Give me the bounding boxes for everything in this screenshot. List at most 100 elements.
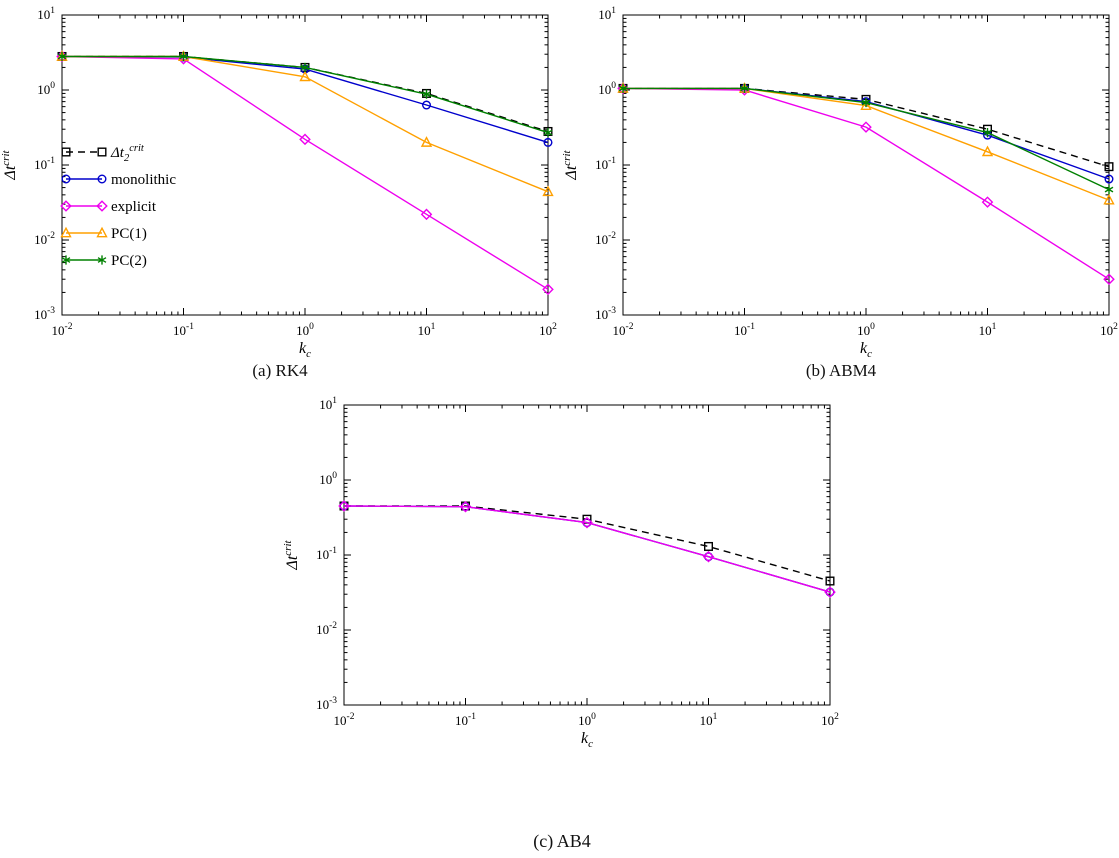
diamond-marker	[299, 133, 311, 146]
svg-text:10-3: 10-3	[34, 306, 55, 322]
circle-marker	[704, 552, 714, 562]
plot-area-ab4: 10-2 10-1 100 101 102 10-3 10-2 10-1 100 101 kc Δtc…	[282, 390, 842, 750]
triangle-marker	[981, 145, 994, 157]
legend-label-pc2: PC(2)	[111, 253, 147, 269]
plot-svg-b: 10-2 10-1 100 101 10210-310-210-1100101kcΔtc…	[561, 6, 1118, 360]
svg-text:102: 102	[821, 712, 839, 728]
svg-text:10-2: 10-2	[613, 322, 634, 338]
caption-abm4: (b) ABM4	[805, 361, 877, 380]
triangle-marker	[1103, 193, 1115, 205]
circle-marker	[825, 587, 835, 597]
svg-text:10-1: 10-1	[455, 712, 476, 728]
triangle-marker	[542, 185, 554, 197]
svg-text:101: 101	[700, 712, 718, 728]
star-marker	[740, 83, 749, 94]
diamond-marker	[459, 500, 472, 513]
series-dt2crit	[339, 501, 835, 586]
axes-frame	[61, 14, 549, 316]
series-explicit	[617, 82, 1115, 286]
legend-item-dt2crit: Δt2crit	[61, 143, 145, 164]
axes-frame	[622, 14, 1110, 316]
svg-text:101: 101	[418, 322, 436, 338]
ticks	[343, 404, 831, 706]
star-marker	[543, 128, 553, 138]
y-axis-label: Δtcrit	[0, 149, 19, 180]
star-marker	[300, 62, 310, 73]
star-marker	[61, 255, 71, 265]
star-marker	[97, 255, 107, 265]
circle-marker	[1104, 174, 1114, 184]
diamond-marker	[338, 500, 350, 512]
series-pc2	[618, 83, 1114, 195]
triangle-marker	[96, 226, 108, 238]
triangle-marker	[299, 70, 311, 82]
axes-frame	[343, 404, 831, 706]
caption-ab4: (c) AB4	[533, 831, 591, 851]
x-axis-label: kc	[860, 340, 872, 358]
diamond-marker	[702, 550, 715, 563]
svg-text:10-2: 10-2	[34, 231, 55, 247]
plot-area-rk4: 10-2 10-1 100 101 102 10-3 10-2 10-1 100 101 kc Δtc…	[0, 0, 560, 360]
svg-text:10-3: 10-3	[316, 696, 337, 712]
svg-text:10-2: 10-2	[316, 621, 337, 637]
star-marker	[618, 83, 628, 94]
ticks	[622, 14, 1110, 316]
caption-rk4: (a) RK4	[252, 361, 308, 380]
svg-text:101: 101	[598, 6, 616, 22]
square-marker	[97, 147, 107, 157]
svg-text:10-1: 10-1	[734, 322, 755, 338]
legend-label-explicit: explicit	[111, 199, 157, 215]
series-pc2	[57, 51, 553, 138]
legend-label-dt2crit: Δt2crit	[110, 143, 145, 164]
svg-text:100: 100	[578, 712, 596, 728]
svg-text:101: 101	[37, 6, 55, 22]
star-marker	[57, 51, 67, 62]
legend: Δt2crit monolithic explicit PC(1) PC(2)	[60, 143, 176, 269]
y-axis-label: Δtcrit	[282, 539, 301, 570]
svg-text:10-1: 10-1	[316, 546, 337, 562]
legend-label-monolithic: monolithic	[111, 172, 176, 188]
square-marker	[704, 541, 714, 551]
svg-text:102: 102	[539, 322, 557, 338]
diamond-marker	[581, 516, 593, 529]
triangle-marker	[860, 99, 872, 110]
circle-marker	[61, 174, 71, 184]
star-marker	[983, 128, 992, 138]
y-axis-label: Δtcrit	[561, 149, 580, 180]
legend-item-pc1: PC(1)	[60, 226, 147, 242]
svg-text:10-1: 10-1	[34, 156, 55, 172]
plot-svg-a: 10-2 10-1 100 101 10210-310-210-1100101kcΔtc…	[0, 6, 557, 360]
diamond-marker	[420, 208, 433, 221]
plot-area-abm4: 10-2 10-1 100 101 102 10-3 10-2 10-1 100 101 kc Δtc…	[561, 0, 1119, 360]
triangle-marker	[60, 226, 72, 238]
legend-item-monolithic: monolithic	[61, 172, 176, 188]
diamond-marker	[860, 121, 872, 133]
star-marker	[422, 89, 431, 99]
svg-text:100: 100	[296, 322, 314, 338]
chart-abm4: 10-2 10-1 100 101 102 10-3 10-2 10-1 100 101 kc Δtc…	[561, 0, 1119, 381]
svg-text:101: 101	[319, 396, 337, 412]
diamond-marker	[542, 283, 554, 296]
ticks	[61, 14, 549, 316]
x-axis-label: kc	[581, 730, 593, 748]
diamond-marker	[824, 586, 836, 598]
chart-ab4: 10-2 10-1 100 101 102 10-3 10-2 10-1 100 101 kc Δtc…	[282, 390, 842, 750]
x-axis-label: kc	[299, 340, 311, 358]
svg-text:100: 100	[598, 81, 616, 97]
legend-item-pc2: PC(2)	[61, 253, 147, 269]
diamond-marker	[981, 196, 994, 208]
legend-label-pc1: PC(1)	[111, 226, 147, 242]
svg-text:10-2: 10-2	[334, 712, 355, 728]
square-marker	[825, 576, 835, 586]
chart-rk4: 10-2 10-1 100 101 102 10-3 10-2 10-1 100 101 kc Δtc…	[0, 0, 560, 381]
svg-text:101: 101	[979, 322, 997, 338]
svg-text:10-3: 10-3	[595, 306, 616, 322]
star-marker	[1104, 184, 1114, 195]
triangle-marker	[420, 136, 433, 147]
plot-svg-c: 10-2 10-1 100 101 10210-310-210-1100101kcΔtc…	[282, 396, 839, 750]
legend-item-explicit: explicit	[60, 199, 157, 215]
